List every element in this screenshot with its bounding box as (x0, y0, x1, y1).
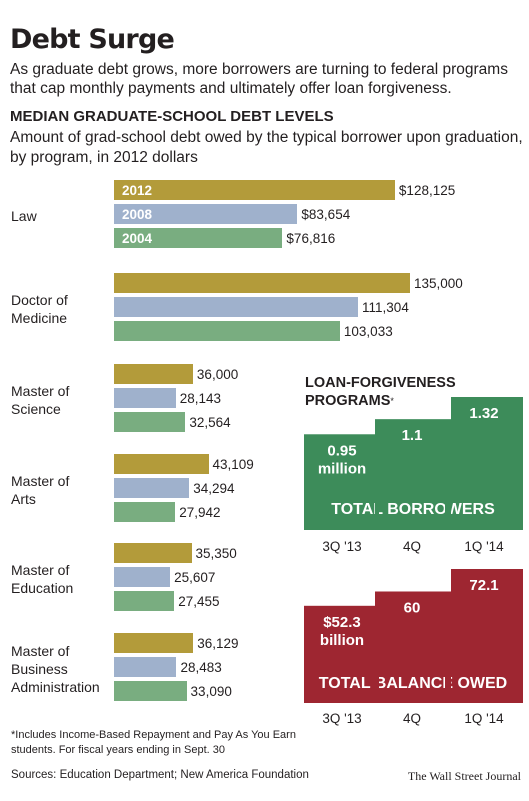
panel-gap-2 (445, 591, 451, 703)
panel-edge-right (517, 397, 523, 530)
chart-subtitle: As graduate debt grows, more borrowers a… (10, 61, 508, 97)
legend-year-2012: 2012 (122, 183, 153, 198)
bar-value-label: 34,294 (193, 481, 235, 496)
panel-gap-1 (375, 419, 379, 530)
bar-value-label: $128,125 (398, 183, 456, 198)
legend-year-2004: 2004 (122, 231, 153, 246)
bar-2012 (114, 273, 410, 293)
legend-year-2008: 2008 (122, 207, 153, 222)
bar-value-label: 32,564 (189, 415, 231, 430)
bar-unit-label: million (318, 460, 366, 477)
bar-2004 (114, 681, 187, 701)
bar-2012 (114, 454, 209, 474)
x-tick-label: 1Q '14 (464, 711, 504, 726)
x-tick-label: 1Q '14 (464, 539, 504, 554)
bar-2004 (114, 591, 175, 611)
category-label: Master of Business Administration (11, 643, 100, 695)
panel-gap-1 (375, 591, 379, 703)
bar-value-label: 25,607 (174, 570, 216, 585)
bar-value-label: $76,816 (286, 231, 336, 246)
category-label: Master of Education (11, 562, 74, 596)
bar-2004 (114, 412, 186, 432)
bar-value-label: 27,942 (179, 505, 221, 520)
panel-edge-left (304, 605, 309, 703)
chart-title: Debt Surge (10, 24, 175, 55)
bar-2012 (114, 180, 395, 200)
bar-2012 (114, 364, 193, 384)
bar-2008 (114, 478, 190, 498)
bar-value-label: 103,033 (343, 324, 393, 339)
bar-value-label: 1.1 (402, 427, 423, 444)
category-label: Doctor of Medicine (11, 292, 68, 326)
bar-2008 (114, 388, 176, 408)
bar-2008 (114, 204, 298, 224)
x-tick-label: 3Q '13 (322, 539, 361, 554)
bar-value-label: 28,483 (180, 660, 222, 675)
bar-2008 (114, 567, 171, 587)
bar-value-label: 36,129 (197, 636, 239, 651)
bar-value-label: 27,455 (178, 594, 220, 609)
bar-value-label: 72.1 (469, 577, 498, 594)
bar-unit-label: billion (320, 632, 364, 649)
bar-2004 (114, 321, 340, 341)
credit: The Wall Street Journal (407, 769, 521, 783)
bar-2008 (114, 297, 359, 317)
panel-title-band (304, 492, 523, 530)
bar-value-label: 0.95 (327, 442, 356, 459)
panel-title: TOTAL BORROWERS (331, 501, 495, 518)
panel-edge-left (304, 434, 309, 530)
debt-section-title: MEDIAN GRADUATE-SCHOOL DEBT LEVELS (10, 108, 334, 125)
category-label: Law (11, 208, 37, 224)
bar-value-label: 111,304 (362, 300, 409, 315)
debt-section-subtitle: Amount of grad-school debt owed by the t… (10, 129, 523, 166)
bar-value-label: $52.3 (323, 614, 361, 631)
bar-value-label: $83,654 (301, 207, 351, 222)
loan-forgiveness-title: LOAN-FORGIVENESS PROGRAMS* (305, 375, 456, 409)
x-tick-label: 4Q (403, 539, 421, 554)
bar-value-label: 28,143 (179, 391, 221, 406)
sources: Sources: Education Department; New Ameri… (11, 769, 309, 781)
bar-value-label: 60 (404, 599, 421, 616)
bar-2004 (114, 228, 283, 248)
bar-2012 (114, 543, 192, 563)
bar-value-label: 43,109 (212, 457, 254, 472)
panel-edge-right (517, 569, 523, 703)
bar-2004 (114, 502, 176, 522)
x-tick-label: 4Q (403, 711, 421, 726)
bar-value-label: 1.32 (469, 405, 498, 422)
bar-2008 (114, 657, 177, 677)
category-label: Master of Science (11, 383, 70, 417)
category-label: Master of Arts (11, 473, 70, 507)
panel-gap-2 (445, 419, 451, 530)
x-tick-label: 3Q '13 (322, 711, 361, 726)
bar-2012 (114, 633, 194, 653)
panel-title-band (304, 666, 523, 703)
bar-value-label: 135,000 (414, 276, 463, 291)
bar-value-label: 36,000 (196, 367, 239, 382)
bar-value-label: 35,350 (195, 546, 237, 561)
footnote: *Includes Income-Based Repayment and Pay… (11, 729, 296, 756)
panel-title: TOTAL BALANCE OWED (319, 675, 507, 692)
bar-value-label: 33,090 (190, 684, 232, 699)
